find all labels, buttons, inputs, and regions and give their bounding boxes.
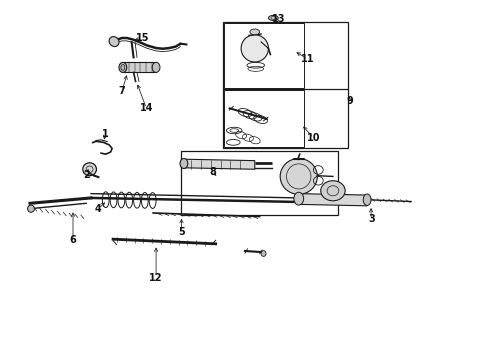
Text: 8: 8 bbox=[210, 167, 217, 177]
Text: 13: 13 bbox=[271, 14, 285, 24]
Ellipse shape bbox=[83, 163, 97, 176]
Text: 2: 2 bbox=[83, 170, 90, 180]
Ellipse shape bbox=[180, 158, 188, 168]
Text: 9: 9 bbox=[347, 96, 353, 106]
Text: 14: 14 bbox=[140, 103, 153, 113]
Ellipse shape bbox=[294, 192, 304, 205]
Bar bbox=[180, 151, 338, 215]
Ellipse shape bbox=[321, 181, 345, 201]
Text: 11: 11 bbox=[301, 54, 314, 64]
Bar bbox=[224, 23, 304, 88]
Text: 15: 15 bbox=[136, 33, 149, 43]
Ellipse shape bbox=[363, 194, 371, 206]
Ellipse shape bbox=[261, 251, 266, 256]
Text: 1: 1 bbox=[102, 129, 109, 139]
Ellipse shape bbox=[280, 158, 318, 194]
Text: 5: 5 bbox=[178, 227, 185, 237]
Text: 6: 6 bbox=[70, 235, 76, 245]
Polygon shape bbox=[184, 159, 255, 169]
Bar bbox=[223, 22, 347, 148]
Bar bbox=[224, 90, 304, 147]
Ellipse shape bbox=[269, 15, 278, 21]
Ellipse shape bbox=[241, 35, 269, 62]
Text: 12: 12 bbox=[149, 273, 163, 283]
Polygon shape bbox=[123, 62, 156, 72]
Ellipse shape bbox=[109, 37, 119, 46]
Text: 4: 4 bbox=[95, 204, 102, 214]
Text: 10: 10 bbox=[307, 133, 320, 143]
Text: 7: 7 bbox=[119, 86, 125, 96]
Ellipse shape bbox=[250, 29, 260, 35]
Ellipse shape bbox=[27, 205, 34, 212]
Ellipse shape bbox=[152, 62, 160, 72]
Polygon shape bbox=[299, 194, 367, 206]
Ellipse shape bbox=[119, 62, 127, 72]
Text: 3: 3 bbox=[368, 215, 375, 224]
